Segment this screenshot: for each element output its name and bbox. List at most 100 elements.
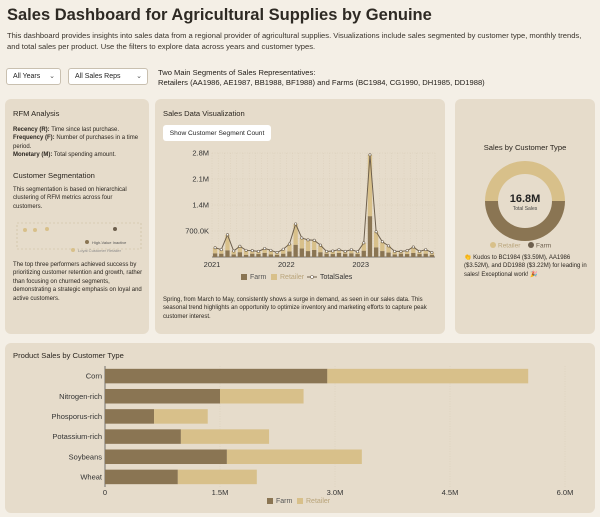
total-sales-point — [213, 246, 217, 250]
bar-farm — [231, 254, 236, 257]
bar-retailer — [287, 244, 292, 252]
total-sales-point — [399, 249, 403, 253]
x-tick-label: 2023 — [352, 260, 369, 269]
bar-retailer — [231, 251, 236, 255]
bar-farm — [250, 253, 255, 257]
bar-retailer — [318, 245, 323, 253]
segments-info: Two Main Segments of Sales Representativ… — [158, 68, 485, 88]
bar-farm — [411, 252, 416, 257]
customer-type-card: Sales by Customer Type 16.8M Total Sales… — [455, 99, 595, 334]
bar-farm — [343, 253, 348, 257]
legend-retailer: Retailer — [280, 274, 305, 281]
show-customer-segment-count-button[interactable]: Show Customer Segment Count — [163, 125, 271, 141]
total-sales-point — [225, 233, 229, 237]
year-select[interactable]: All Years ⌄ — [6, 68, 61, 85]
bar-farm — [293, 244, 298, 257]
product-sales-chart: 0 1.5M 3.0M 4.5M 6.0M Corn Nitrogen-rich Phospo… — [52, 366, 574, 505]
bar-farm — [355, 254, 360, 257]
legend-dot-retailer — [490, 242, 496, 248]
bar-retailer — [154, 409, 208, 424]
category-label: Soybeans — [69, 452, 103, 461]
chevron-down-icon: ⌄ — [49, 73, 55, 80]
category-label: Phosporus-rich — [52, 412, 102, 421]
bar-farm — [256, 254, 261, 257]
monetary-definition: Monetary (M): Total spending amount. — [13, 152, 116, 159]
total-sales-point — [256, 249, 260, 253]
bar-retailer — [262, 248, 267, 253]
category-label: Corn — [86, 372, 102, 381]
total-sales-point — [343, 249, 347, 253]
segments-heading: Two Main Segments of Sales Representativ… — [158, 68, 316, 77]
bar-retailer — [268, 250, 274, 255]
bar-farm — [336, 252, 342, 257]
bar-retailer — [225, 234, 230, 251]
legend-farm: Farm — [536, 243, 551, 250]
segmentation-text: This segmentation is based on hierarchic… — [13, 187, 127, 210]
x-tick-label: 2022 — [278, 260, 295, 269]
legend-dot-farm — [528, 242, 534, 248]
scatter-point — [113, 227, 117, 231]
bar-retailer — [373, 231, 379, 248]
bar-retailer — [177, 469, 257, 485]
bar-retailer — [219, 249, 224, 254]
total-sales-point — [275, 251, 279, 255]
bar-farm — [237, 252, 243, 257]
total-sales-point — [300, 236, 304, 240]
x-tick-label: 2021 — [204, 260, 221, 269]
bar-farm — [105, 388, 220, 404]
bar-farm — [105, 429, 181, 444]
total-sales-point — [411, 245, 415, 249]
bar-farm — [367, 216, 373, 257]
total-sales-point — [281, 247, 285, 251]
category-label: Potassium-rich — [52, 432, 102, 441]
total-sales-point — [374, 230, 378, 234]
bar-retailer — [220, 388, 304, 404]
y-tick-label: 700.0K — [185, 227, 209, 236]
bar-farm — [274, 254, 280, 257]
y-tick-label: 1.4M — [192, 201, 209, 210]
monthly-sales-chart: 700.0K 1.4M 2.1M 2.8M 2021 2022 2023 Farm Retail… — [185, 149, 436, 281]
sales-rep-select[interactable]: All Sales Reps ⌄ — [68, 68, 148, 85]
legend-retailer: Retailer — [498, 243, 521, 250]
bar-farm — [299, 248, 304, 257]
total-sales-point — [362, 241, 366, 245]
bar-retailer — [305, 239, 311, 252]
bar-farm — [312, 249, 317, 257]
sales-rep-select-value: All Sales Reps — [75, 73, 121, 80]
total-sales-point — [380, 240, 384, 244]
total-sales-point — [418, 249, 422, 253]
bar-farm — [268, 254, 274, 257]
bar-farm — [392, 254, 397, 257]
sales-donut-chart: 16.8M Total Sales — [485, 161, 565, 241]
legend-retailer: Retailer — [306, 498, 331, 505]
legend-farm: Farm — [250, 274, 267, 281]
bar-retailer — [380, 241, 385, 252]
bar-farm — [105, 449, 227, 465]
page-description: This dashboard provides insights into sa… — [7, 31, 582, 51]
donut-center-label: Total Sales — [513, 206, 538, 212]
scatter-point — [23, 228, 27, 232]
bar-farm — [243, 254, 249, 257]
scatter-point — [33, 228, 37, 232]
bar-farm — [380, 251, 385, 257]
legend-dot-loyal — [71, 248, 75, 252]
segmentation-title: Customer Segmentation — [13, 171, 95, 180]
x-tick-label: 4.5M — [442, 488, 459, 497]
bar-retailer — [404, 250, 410, 255]
bar-farm — [262, 252, 267, 257]
x-tick-label: 6.0M — [557, 488, 574, 497]
total-sales-point — [269, 248, 273, 252]
total-sales-point — [250, 249, 254, 253]
rfm-summary: The top three performers achieved succes… — [13, 262, 143, 302]
total-sales-point — [331, 249, 335, 253]
segments-detail: Retailers (AA1986, AE1987, BB1988, BF198… — [158, 78, 485, 87]
rfm-cluster-plot: High-Value Inactive Loyal Customer Retai… — [16, 222, 142, 253]
legend-swatch-retailer — [271, 274, 277, 280]
product-sales-card: Product Sales by Customer Type 0 1.5M 3.0M… — [5, 343, 595, 513]
total-sales-point — [356, 250, 360, 254]
bar-retailer — [281, 249, 286, 254]
bar-farm — [423, 253, 428, 257]
legend-swatch-retailer — [297, 498, 303, 504]
total-sales-point — [244, 248, 248, 252]
donut-slice-farm — [485, 201, 565, 241]
